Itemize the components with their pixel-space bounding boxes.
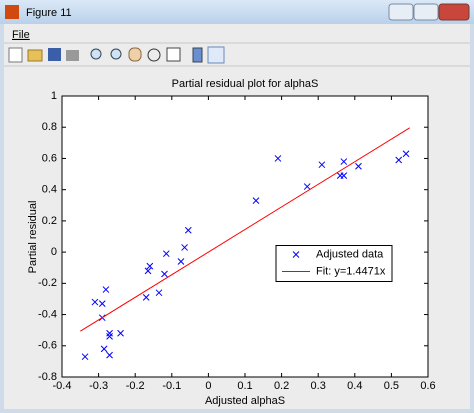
data-point	[155, 289, 163, 297]
minimize-button[interactable]	[388, 3, 414, 21]
legend-box	[275, 245, 393, 282]
tool-legend[interactable]	[207, 46, 225, 64]
x-tick-label: -0.3	[89, 380, 108, 392]
data-point	[181, 244, 188, 251]
x-tick-label: 0.1	[237, 380, 252, 392]
legend-label: Fit: y=1.4471x	[316, 265, 386, 277]
y-tick-label: -0.4	[38, 308, 57, 320]
y-tick-label: -0.8	[38, 371, 57, 383]
fit-line	[80, 127, 410, 332]
data-point	[98, 300, 106, 307]
data-point	[106, 329, 113, 337]
data-point	[355, 162, 362, 170]
x-tick-label: -0.2	[126, 380, 145, 392]
app-icon	[5, 5, 19, 19]
x-tick-label: 0.5	[384, 380, 399, 392]
chart-title: Partial residual plot for alphaS	[172, 78, 319, 90]
data-point	[252, 197, 260, 204]
y-tick-label: 0.8	[42, 121, 57, 133]
data-point	[274, 155, 282, 162]
y-tick-label: -0.6	[38, 340, 57, 352]
y-tick-label: 0.4	[42, 184, 57, 196]
data-point	[106, 333, 113, 340]
y-tick-label: 0.2	[42, 215, 57, 227]
x-tick-label: 0.3	[311, 380, 326, 392]
plot-area	[61, 95, 429, 378]
legend-swatch	[292, 251, 300, 258]
x-tick-label: -0.4	[53, 380, 72, 392]
data-point	[144, 267, 152, 275]
tool-new[interactable]	[8, 47, 23, 63]
tool-rotate[interactable]	[147, 48, 161, 62]
data-point	[161, 270, 168, 278]
tool-save[interactable]	[48, 48, 61, 61]
data-point	[162, 250, 170, 258]
data-point	[146, 262, 154, 270]
data-point	[184, 226, 192, 234]
tool-open[interactable]	[27, 49, 43, 62]
x-tick-label: 0	[205, 380, 211, 392]
data-point	[340, 172, 348, 179]
legend-label: Adjusted data	[316, 248, 384, 260]
y-tick-label: 0.6	[42, 152, 57, 164]
menu-item[interactable]: File	[12, 29, 30, 41]
close-button[interactable]	[438, 3, 470, 21]
data-point	[318, 161, 326, 169]
tool-pan[interactable]	[128, 47, 142, 62]
y-tick-label: -0.2	[38, 277, 57, 289]
tool-colorbar[interactable]	[192, 47, 203, 63]
tool-datacursor[interactable]	[166, 47, 181, 62]
data-point	[91, 298, 99, 306]
data-point	[395, 156, 403, 164]
window-title: Figure 11	[26, 7, 72, 19]
x-tick-label: 0.4	[347, 380, 362, 392]
y-tick-label: 0	[51, 246, 57, 258]
x-tick-label: -0.1	[162, 380, 181, 392]
data-point	[177, 258, 185, 265]
x-tick-label: 0.6	[420, 380, 435, 392]
maximize-button[interactable]	[413, 3, 439, 21]
y-axis-label: Partial residual	[27, 201, 39, 274]
tool-print[interactable]	[66, 50, 79, 61]
data-point	[81, 353, 89, 361]
data-point	[402, 150, 410, 158]
data-point	[117, 329, 124, 337]
data-point	[303, 183, 311, 190]
tool-zoom-in[interactable]	[90, 48, 102, 60]
data-point	[102, 286, 110, 293]
x-tick-label: 0.2	[274, 380, 289, 392]
data-point	[100, 345, 108, 353]
toolbar	[8, 46, 225, 64]
x-axis-label: Adjusted alphaS	[205, 395, 285, 407]
tool-zoom-out[interactable]	[110, 48, 122, 60]
data-point	[142, 294, 150, 301]
y-tick-label: 1	[51, 90, 57, 102]
data-point	[106, 351, 113, 359]
data-point	[340, 158, 348, 165]
